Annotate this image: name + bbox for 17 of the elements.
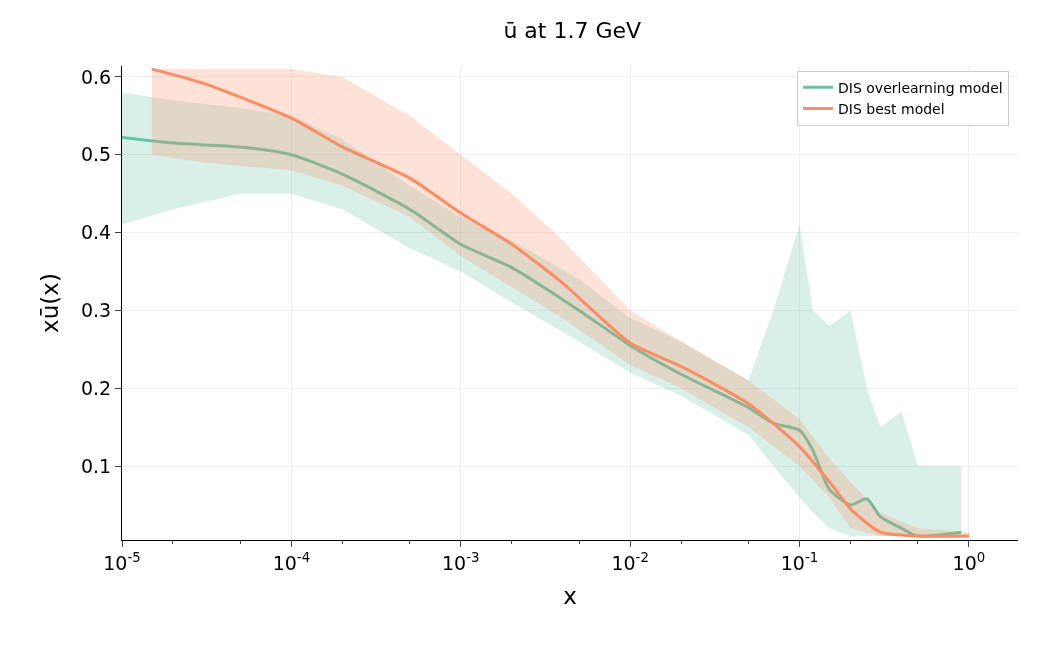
- x-tick-label: 10$^{-1}$: [780, 549, 819, 574]
- y-axis-title: xū(x): [37, 273, 64, 333]
- chart-title: ū at 1.7 GeV: [503, 17, 642, 43]
- y-tick-label: 0.3: [80, 299, 112, 322]
- x-tick-label: 10$^{-2}$: [611, 549, 649, 574]
- y-tick-label: 0.6: [80, 65, 112, 88]
- x-axis-title: x: [563, 583, 577, 610]
- y-tick-label: 0.4: [80, 221, 112, 244]
- y-tick-label: 0.1: [80, 454, 112, 477]
- x-tick-label: 10$^{-4}$: [272, 549, 311, 574]
- x-tick-label: 10$^{-5}$: [103, 549, 141, 574]
- y-tick-label: 0.2: [80, 376, 112, 399]
- y-tick-label: 0.5: [80, 143, 112, 166]
- legend-label: DIS overlearning model: [838, 79, 1003, 96]
- legend-label: DIS best model: [838, 101, 945, 117]
- x-tick-label: 10$^{-3}$: [442, 549, 480, 574]
- x-tick-label: 10$^{0}$: [952, 549, 986, 574]
